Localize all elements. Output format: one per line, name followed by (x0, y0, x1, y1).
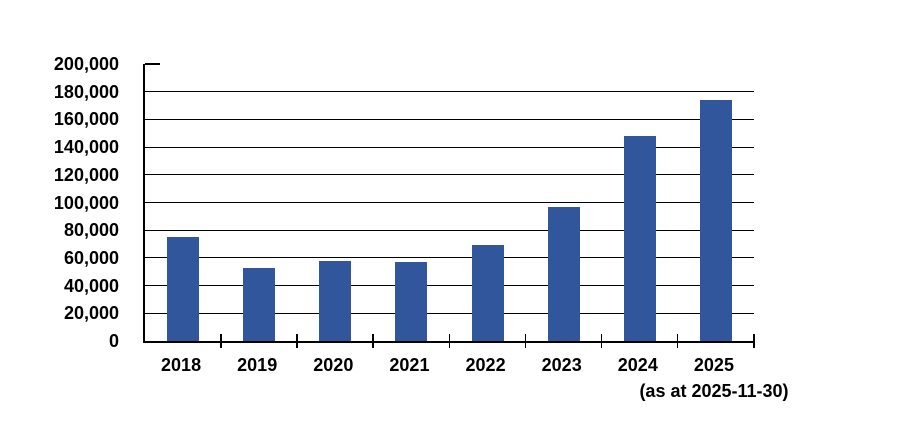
x-axis-tick (220, 334, 222, 348)
bar-2024 (623, 136, 656, 341)
x-axis-tick (296, 334, 298, 348)
bar-2022 (471, 245, 504, 341)
x-tick-label-2022: 2022 (465, 355, 506, 375)
gridline (145, 91, 754, 93)
plot-area (143, 63, 755, 348)
y-tick-label: 140,000 (53, 137, 119, 158)
x-axis-tick (676, 334, 679, 348)
x-tick-label-2021: 2021 (389, 355, 430, 375)
y-tick-label: 40,000 (63, 275, 119, 296)
gridline (145, 257, 754, 259)
bar-2020 (319, 260, 352, 341)
gridline (145, 202, 754, 203)
x-tick-label-2020: 2020 (313, 355, 354, 375)
x-axis-tick (524, 334, 527, 348)
x-axis-tick (600, 334, 603, 348)
y-tick-label: 180,000 (53, 81, 119, 102)
gridline (145, 312, 754, 314)
y-tick-label: 120,000 (53, 164, 119, 185)
as-at-date-note: (as at 2025-11-30) (639, 381, 789, 401)
y-tick-label: 200,000 (53, 54, 119, 74)
x-axis-tick (448, 334, 450, 348)
bar-2021 (395, 262, 428, 341)
gridline (145, 285, 754, 287)
gridline (145, 229, 754, 231)
y-tick-label: 20,000 (63, 303, 119, 324)
x-tick-label-2023: 2023 (541, 355, 582, 375)
y-tick-label: 160,000 (53, 109, 119, 130)
bar-2025 (699, 100, 732, 341)
y-tick-label: 0 (108, 331, 119, 351)
x-tick-label-2018: 2018 (161, 355, 202, 375)
gridline (145, 174, 754, 176)
y-tick-label: 80,000 (63, 220, 119, 241)
y-axis-top-tick (145, 63, 160, 65)
x-axis-tick (372, 334, 374, 348)
x-axis-tick (753, 334, 755, 348)
x-tick-label-2019: 2019 (237, 355, 278, 375)
gridline (145, 118, 754, 120)
bar-2018 (167, 237, 200, 341)
bar-2023 (547, 206, 580, 341)
y-tick-label: 60,000 (63, 247, 119, 268)
x-tick-label-2025: 2025 (693, 355, 734, 375)
gridline (145, 146, 754, 148)
x-tick-label-2024: 2024 (617, 355, 658, 375)
bar-2019 (243, 267, 276, 341)
y-tick-label: 100,000 (53, 192, 119, 213)
